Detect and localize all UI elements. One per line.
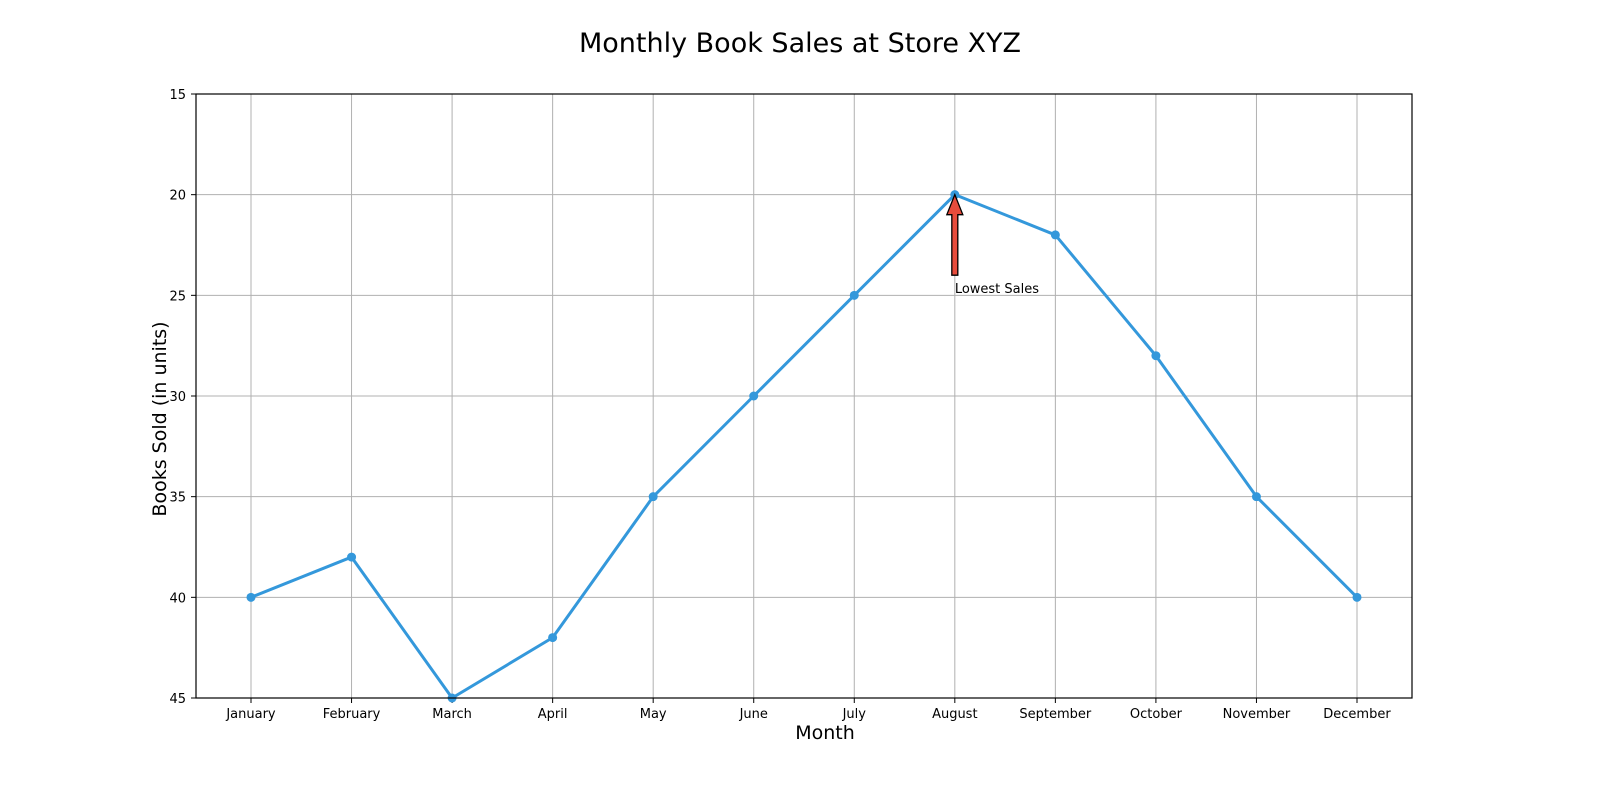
y-tick-label: 40 [169,591,186,606]
data-point [749,391,759,401]
annotation-label: Lowest Sales [955,282,1039,297]
series-line [250,193,1359,700]
y-tick-label: 25 [169,289,186,304]
x-tick-label: April [538,707,568,722]
x-tick-label: November [1223,707,1291,722]
data-point [1050,230,1060,240]
x-tick-label: August [932,707,978,722]
data-point [347,552,357,562]
x-axis-label: Month [795,722,855,744]
data-point [648,492,658,502]
x-tick-label: January [225,707,276,722]
x-tick-label: May [640,707,667,722]
plot-frame [195,93,1413,699]
x-tick-label: June [739,707,768,722]
annotation-arrow [945,192,964,276]
x-tick-label: December [1323,707,1391,722]
data-point [1151,351,1161,361]
y-tick-label: 15 [169,88,186,103]
y-tick-label: 20 [169,189,186,204]
data-point [246,592,256,602]
data-point [548,633,558,643]
x-tick-label: February [323,707,381,722]
x-tick-label: October [1130,707,1183,722]
x-tick-label: September [1019,707,1092,722]
y-tick-label: 45 [169,692,186,707]
chart-title: Monthly Book Sales at Store XYZ [578,28,1022,59]
data-point [849,290,859,300]
data-point [1251,492,1261,502]
x-tick-label: March [432,707,472,722]
data-point [1352,592,1362,602]
x-tick-label: July [842,707,867,722]
y-tick-label: 30 [169,390,186,405]
y-tick-label: 35 [169,491,186,506]
